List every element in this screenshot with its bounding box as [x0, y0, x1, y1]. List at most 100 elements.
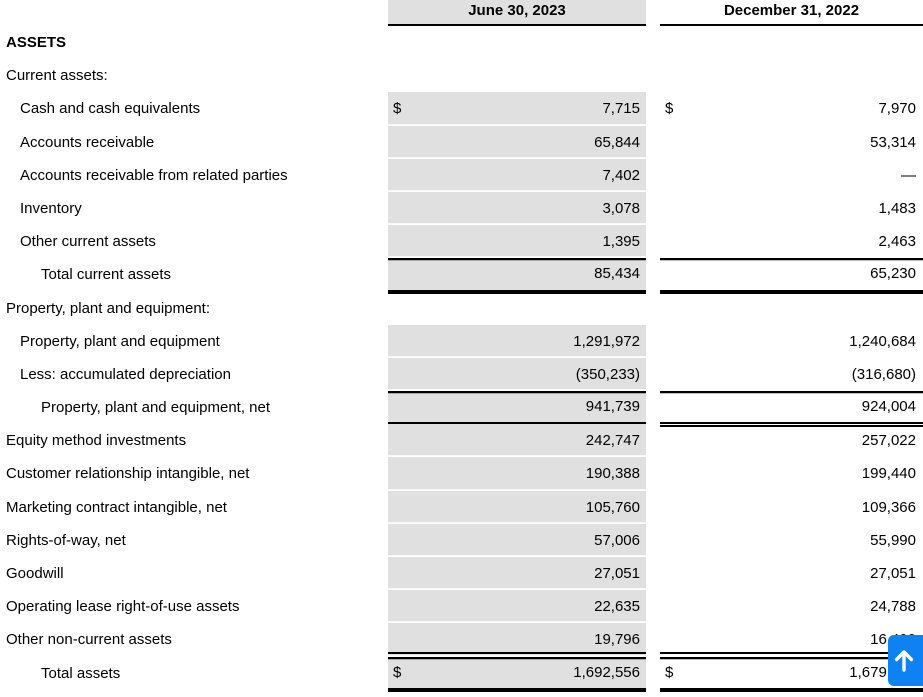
amount-value: 924,004: [861, 398, 916, 416]
value-cell-june-30-2023: 19,796: [388, 623, 646, 657]
column-gap: [646, 92, 660, 125]
amount-value: 1,291,972: [573, 332, 640, 350]
amount-value: 22,635: [594, 598, 640, 616]
value-cell-december-31-2022: 257,022: [660, 424, 923, 457]
amount-value: 190,388: [585, 465, 640, 483]
row-label: Accounts receivable: [20, 133, 155, 151]
value-cell-june-30-2023: 1,291,972: [388, 324, 646, 358]
value-cell-june-30-2023: 7,402: [388, 158, 646, 192]
column-gap: [646, 192, 660, 225]
amount-value: (350,233): [575, 365, 640, 383]
column-header-row: June 30, 2023 December 31, 2022: [0, 0, 923, 26]
table-row: Accounts receivable 65,844 53,314: [0, 125, 923, 159]
amount-value: 257,022: [861, 432, 916, 450]
column-gap: [646, 391, 660, 424]
amount-value: 65,230: [870, 265, 916, 283]
table-row: Accounts receivable from related parties…: [0, 158, 923, 192]
value-cell-june-30-2023: 57,006: [388, 523, 646, 557]
value-cell-june-30-2023: 27,051: [388, 557, 646, 591]
table-body: ASSETS Current assets: Cash and cash equ…: [0, 26, 923, 693]
table-row: Marketing contract intangible, net 105,7…: [0, 490, 923, 524]
value-cell-june-30-2023: $ 7,715: [388, 92, 646, 126]
column-gap: [646, 590, 660, 623]
row-label: Total current assets: [41, 266, 172, 284]
amount-value: 19,796: [594, 631, 640, 649]
row-label: Accounts receivable from related parties: [20, 166, 288, 184]
column-gap: [646, 557, 660, 590]
amount-value: —: [901, 166, 916, 184]
amount-value: 7,715: [602, 100, 640, 118]
table-row: Other non-current assets 19,796 16,400: [0, 623, 923, 657]
currency-symbol: $: [665, 100, 674, 118]
column-gap: [646, 0, 660, 26]
amount-value: 1,483: [878, 199, 916, 217]
amount-value: 242,747: [585, 432, 640, 450]
amount-value: [393, 292, 640, 325]
row-label: Other non-current assets: [6, 631, 172, 649]
amount-value: 65,844: [594, 133, 640, 151]
column-gap: [646, 126, 660, 159]
table-row: Operating lease right-of-use assets 22,6…: [0, 590, 923, 624]
row-label: Operating lease right-of-use assets: [6, 598, 240, 616]
table-row: Customer relationship intangible, net 19…: [0, 457, 923, 491]
scroll-to-top-button[interactable]: [888, 635, 923, 686]
amount-value: 2,463: [878, 233, 916, 251]
column-gap: [646, 657, 660, 690]
value-cell-june-30-2023: [388, 292, 646, 325]
amount-value: 941,739: [585, 398, 640, 416]
table-row: Property, plant and equipment:: [0, 292, 923, 325]
table-row: Other current assets 1,395 2,463: [0, 225, 923, 259]
value-cell-december-31-2022: —: [660, 159, 923, 192]
row-label: Inventory: [20, 199, 82, 217]
value-cell-december-31-2022: 924,004: [660, 391, 923, 427]
value-cell-june-30-2023: 190,388: [388, 457, 646, 491]
table-row: Less: accumulated depreciation (350,233)…: [0, 357, 923, 392]
amount-value: 199,440: [861, 465, 916, 483]
header-spacer: [0, 0, 388, 26]
amount-value: 1,240,684: [849, 332, 916, 350]
amount-value: 7,402: [602, 166, 640, 184]
value-cell-june-30-2023: [388, 59, 646, 92]
value-cell-december-31-2022: [660, 26, 923, 59]
column-header-june-30-2023: June 30, 2023: [388, 0, 646, 26]
row-label: Less: accumulated depreciation: [20, 365, 231, 383]
table-row: ASSETS: [0, 26, 923, 59]
amount-value: 1,692,556: [573, 663, 640, 681]
value-cell-december-31-2022: 1,240,684: [660, 325, 923, 358]
column-gap: [646, 26, 660, 59]
amount-value: [665, 59, 916, 92]
amount-value: 24,788: [870, 598, 916, 616]
column-gap: [646, 225, 660, 258]
table-row: Property, plant and equipment 1,291,972 …: [0, 324, 923, 358]
amount-value: [665, 26, 916, 59]
column-gap: [646, 358, 660, 391]
column-gap: [646, 424, 660, 457]
amount-value: 53,314: [870, 133, 916, 151]
value-cell-june-30-2023: 85,434: [388, 258, 646, 295]
column-gap: [646, 623, 660, 656]
amount-value: 85,434: [594, 265, 640, 283]
value-cell-december-31-2022: (316,680): [660, 358, 923, 391]
table-row: Rights-of-way, net 57,006 55,990: [0, 523, 923, 557]
row-label: Goodwill: [6, 565, 64, 582]
value-cell-december-31-2022: [660, 59, 923, 92]
amount-value: [393, 26, 640, 59]
table-row: Inventory 3,078 1,483: [0, 191, 923, 226]
table-row: Total assets $ 1,692,556 $ 1,679,291: [0, 652, 923, 693]
row-label: ASSETS: [6, 34, 67, 51]
column-gap: [646, 491, 660, 524]
currency-symbol: $: [393, 663, 402, 681]
row-label: Rights-of-way, net: [6, 531, 126, 549]
value-cell-june-30-2023: $ 1,692,556: [388, 652, 646, 693]
amount-value: 105,760: [585, 498, 640, 516]
amount-value: 27,051: [870, 565, 916, 582]
row-label: Other current assets: [20, 233, 156, 251]
table-row: Property, plant and equipment, net 941,7…: [0, 391, 923, 427]
value-cell-december-31-2022: $ 1,679,291: [660, 652, 923, 693]
amount-value: (316,680): [851, 365, 916, 383]
column-gap: [646, 59, 660, 92]
table-row: Current assets:: [0, 59, 923, 92]
amount-value: 1,395: [602, 233, 640, 251]
row-label: Total assets: [41, 664, 121, 682]
